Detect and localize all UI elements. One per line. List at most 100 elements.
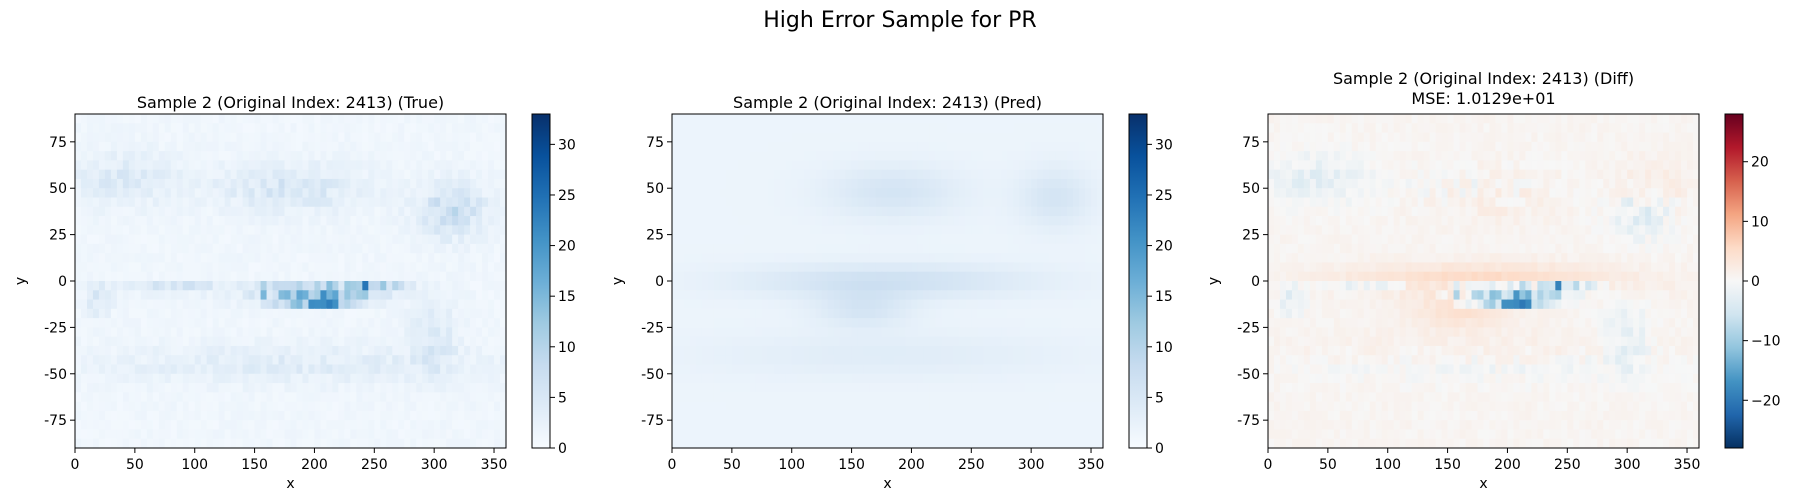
heatmap-cell — [887, 123, 895, 134]
heatmap-cell — [833, 216, 841, 226]
heatmap-cell — [881, 327, 889, 338]
heatmap-cell — [362, 114, 369, 124]
heatmap-cell — [452, 114, 459, 124]
heatmap-cell — [122, 281, 130, 291]
heatmap-cell — [362, 178, 369, 189]
heatmap-cell — [248, 206, 256, 217]
heatmap-cell — [857, 345, 865, 356]
heatmap-cell — [284, 410, 292, 421]
heatmap-cell — [470, 271, 477, 282]
heatmap-cell — [326, 234, 334, 245]
heatmap-cell — [995, 206, 1002, 217]
heatmap-cell — [284, 420, 292, 431]
heatmap-cell — [140, 188, 148, 199]
heatmap-cell — [731, 243, 739, 254]
heatmap-cell — [98, 114, 106, 124]
heatmap-cell — [500, 262, 507, 273]
heatmap-cell — [905, 178, 913, 189]
heatmap-cell — [152, 373, 160, 384]
heatmap-cell — [983, 253, 990, 264]
heatmap-cell — [1031, 141, 1038, 152]
heatmap-cell — [899, 188, 907, 199]
heatmap-cell — [80, 308, 88, 319]
heatmap-cell — [482, 197, 489, 208]
heatmap-cell — [116, 336, 124, 347]
heatmap-cell — [683, 234, 691, 245]
heatmap-cell — [494, 299, 501, 310]
heatmap-cell — [332, 429, 339, 440]
heatmap-cell — [1037, 345, 1044, 356]
heatmap-cell — [731, 364, 739, 375]
heatmap-cell — [158, 188, 166, 199]
heatmap-cell — [356, 243, 363, 254]
heatmap-cell — [749, 160, 757, 171]
heatmap-cell — [164, 132, 172, 143]
heatmap-cell — [749, 401, 757, 412]
heatmap-cell — [200, 420, 208, 431]
heatmap-cell — [494, 345, 501, 356]
heatmap-cell — [146, 392, 154, 403]
heatmap-cell — [164, 206, 172, 217]
heatmap-cell — [731, 225, 739, 236]
heatmap-cell — [500, 308, 507, 319]
heatmap-cell — [797, 299, 805, 310]
heatmap-cell — [440, 345, 447, 356]
heatmap-cell — [1013, 262, 1020, 273]
heatmap-cell — [122, 141, 130, 152]
heatmap-cell — [1061, 151, 1068, 161]
heatmap-cell — [1043, 178, 1050, 189]
heatmap-cell — [344, 318, 351, 328]
heatmap-cell — [194, 262, 202, 273]
heatmap-cell — [863, 327, 871, 338]
heatmap-cell — [809, 318, 817, 328]
heatmap-cell — [440, 169, 447, 180]
heatmap-cell — [1067, 197, 1074, 208]
heatmap-cell — [797, 271, 805, 282]
heatmap-cell — [713, 364, 721, 375]
heatmap-cell — [749, 281, 757, 291]
heatmap-cell — [296, 243, 304, 254]
heatmap-cell — [929, 364, 936, 375]
heatmap-cell — [194, 364, 202, 375]
heatmap-cell — [434, 243, 441, 254]
heatmap-cell — [797, 290, 805, 301]
heatmap-cell — [284, 271, 292, 282]
heatmap-cell — [1031, 253, 1038, 264]
heatmap-cell — [152, 225, 160, 236]
heatmap-cell — [338, 188, 345, 199]
heatmap-cell — [899, 225, 907, 236]
heatmap-cell — [272, 206, 280, 217]
heatmap-cell — [482, 410, 489, 421]
heatmap-cell — [218, 160, 226, 171]
heatmap-cell — [713, 225, 721, 236]
heatmap-cell — [911, 216, 919, 226]
heatmap-cell — [290, 281, 298, 291]
heatmap-cell — [98, 355, 106, 366]
heatmap-cell — [809, 383, 817, 393]
heatmap-cell — [1085, 253, 1092, 264]
heatmap-cell — [284, 262, 292, 273]
heatmap-cell — [935, 318, 942, 328]
heatmap-cell — [689, 216, 697, 226]
heatmap-cell — [254, 114, 262, 124]
heatmap-cell — [176, 345, 184, 356]
heatmap-cell — [236, 290, 244, 301]
heatmap-cell — [374, 327, 381, 338]
heatmap-cell — [470, 299, 477, 310]
heatmap-cell — [923, 364, 931, 375]
heatmap-cell — [104, 336, 112, 347]
heatmap-cell — [905, 271, 913, 282]
heatmap-cell — [845, 327, 853, 338]
heatmap-cell — [677, 178, 685, 189]
heatmap-cell — [380, 188, 387, 199]
heatmap-cell — [164, 253, 172, 264]
heatmap-cell — [677, 299, 685, 310]
heatmap-cell — [92, 271, 100, 282]
heatmap-cell — [212, 160, 220, 171]
heatmap-cell — [152, 262, 160, 273]
heatmap-cell — [707, 262, 715, 273]
heatmap-cell — [791, 383, 799, 393]
heatmap-cell — [893, 392, 901, 403]
heatmap-cell — [851, 336, 859, 347]
heatmap-cell — [977, 160, 984, 171]
